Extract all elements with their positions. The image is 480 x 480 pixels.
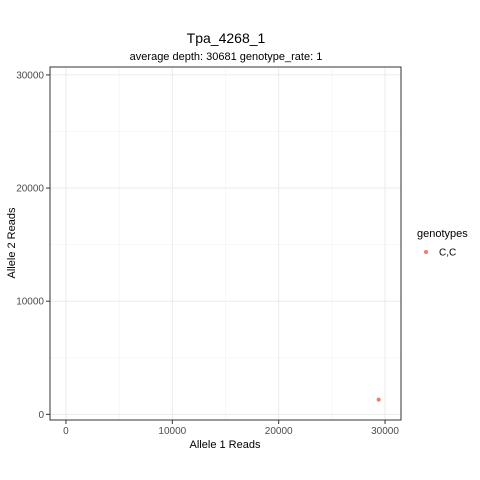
x-tick-label: 20000: [265, 426, 293, 437]
x-axis-title: Allele 1 Reads: [190, 439, 261, 451]
y-axis-title: Allele 2 Reads: [6, 207, 18, 278]
legend: genotypes C,C: [417, 228, 468, 259]
y-axis-ticks: 0 10000 20000 30000: [16, 70, 50, 421]
legend-key: [424, 250, 428, 254]
legend-label: C,C: [439, 248, 456, 259]
y-tick-label: 30000: [16, 70, 44, 81]
data-points: [376, 397, 381, 402]
x-tick-label: 30000: [371, 426, 399, 437]
y-tick-label: 10000: [16, 297, 44, 308]
data-point: [376, 397, 381, 402]
x-axis-ticks: 0 10000 20000 30000: [63, 420, 399, 437]
chart-title: Tpa_4268_1: [187, 30, 266, 46]
plot-panel-border: [49, 66, 402, 421]
legend-title: genotypes: [417, 228, 468, 240]
x-tick-label: 10000: [158, 426, 186, 437]
major-gridlines: [50, 67, 401, 420]
y-tick-label: 20000: [16, 184, 44, 195]
x-tick-label: 0: [63, 426, 69, 437]
y-tick-label: 0: [38, 410, 44, 421]
minor-gridlines: [50, 67, 401, 420]
chart-subtitle: average depth: 30681 genotype_rate: 1: [130, 51, 323, 63]
legend-items: C,C: [424, 248, 456, 259]
